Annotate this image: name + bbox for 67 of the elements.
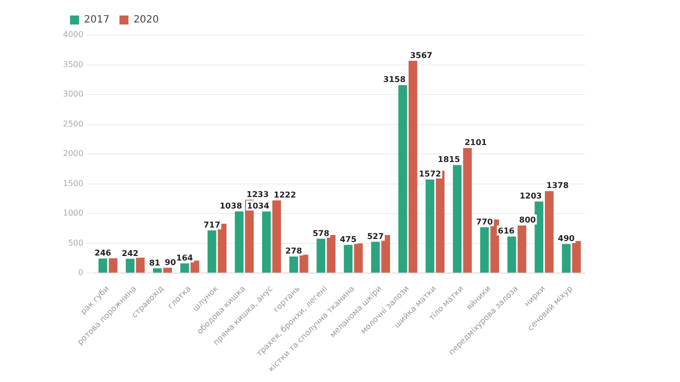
y-tick-label: 3000	[63, 90, 84, 99]
data-label: 770	[476, 217, 494, 226]
data-label: 1815	[438, 155, 461, 164]
bar	[480, 227, 489, 273]
data-label: 90	[164, 258, 176, 267]
bar	[452, 165, 462, 273]
bar	[354, 243, 363, 273]
bar	[289, 256, 298, 273]
data-label: 246	[94, 248, 112, 258]
data-label: 800	[519, 216, 536, 225]
data-label: 164	[176, 253, 194, 262]
data-label: 1038	[220, 201, 242, 210]
bar	[108, 258, 118, 273]
y-tick-label: 0	[78, 268, 84, 278]
y-tick-label: 4000	[63, 30, 84, 40]
y-tick-label: 1500	[63, 178, 84, 188]
bar	[426, 180, 434, 273]
data-label: 616	[498, 226, 516, 236]
data-label: 578	[312, 228, 330, 238]
y-tick-label: 500	[68, 238, 84, 248]
legend-label: 2017	[84, 14, 110, 26]
data-label: 81	[149, 258, 161, 268]
legend-label: 2020	[133, 14, 159, 26]
y-tick-label: 1000	[63, 208, 84, 218]
bar	[562, 244, 571, 273]
data-label: 1203	[520, 192, 542, 201]
bar	[136, 258, 145, 273]
bar	[126, 258, 134, 273]
bar	[98, 258, 108, 273]
y-tick-label: 3500	[63, 60, 84, 69]
bar	[326, 235, 336, 273]
bar	[572, 240, 581, 273]
bar	[208, 230, 216, 273]
data-label: 2101	[464, 138, 488, 148]
bar	[344, 244, 353, 273]
data-label: 242	[122, 248, 138, 258]
data-label: 3158	[383, 75, 406, 84]
y-tick-label: 2000	[63, 149, 84, 158]
bar	[534, 202, 544, 273]
bar	[300, 254, 308, 273]
y-tick-label: 2500	[63, 119, 84, 128]
bar	[544, 191, 554, 273]
data-label: 527	[367, 232, 384, 241]
data-label: 475	[340, 234, 357, 244]
bar	[518, 225, 526, 273]
data-label: 490	[558, 234, 576, 244]
data-label: 717	[204, 220, 220, 230]
bar	[272, 200, 281, 273]
bar	[408, 60, 418, 273]
bar	[316, 238, 326, 273]
data-label: 1572	[418, 170, 442, 179]
data-label: 3567	[410, 50, 432, 60]
bar	[507, 236, 516, 273]
bar	[180, 263, 189, 273]
data-label: 1034	[247, 202, 270, 211]
bar	[190, 260, 200, 273]
data-label: 1222	[274, 190, 296, 200]
bar	[398, 85, 408, 273]
bar	[153, 268, 162, 273]
data-label: 1378	[546, 181, 570, 190]
bar	[234, 211, 244, 273]
bar	[463, 148, 472, 273]
bar	[371, 242, 380, 273]
data-label: 1233	[246, 190, 269, 199]
bar	[262, 212, 271, 273]
bar	[163, 268, 172, 273]
data-label: 278	[285, 246, 302, 256]
